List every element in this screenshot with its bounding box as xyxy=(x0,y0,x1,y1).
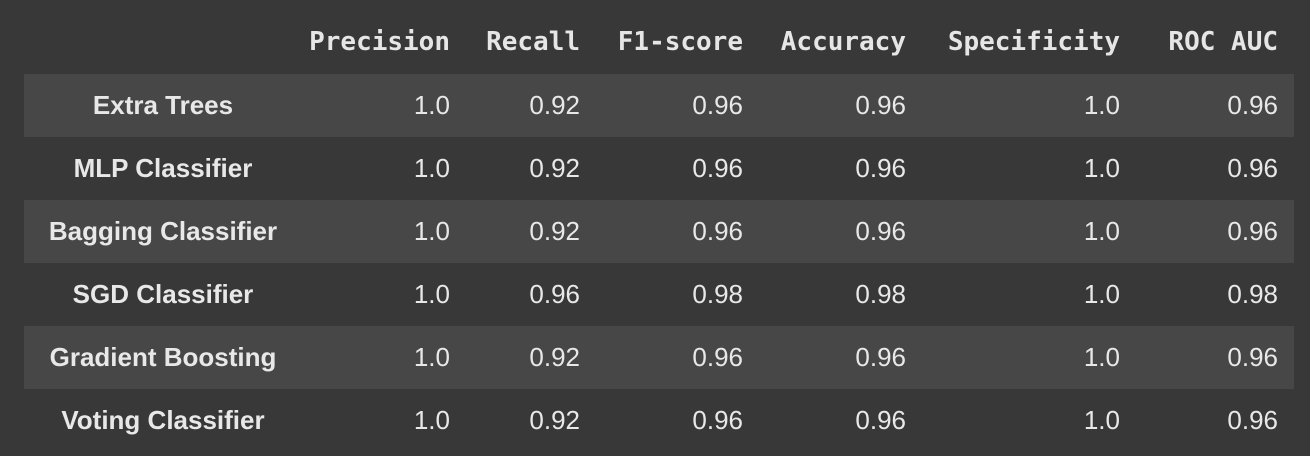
cell-roc-auc: 0.96 xyxy=(1227,153,1278,183)
corner-cell xyxy=(24,10,302,74)
row-label: Voting Classifier xyxy=(61,405,265,435)
cell-recall: 0.92 xyxy=(529,153,580,183)
row-label: Gradient Boosting xyxy=(49,342,277,372)
column-header-precision: Precision xyxy=(309,27,450,57)
cell-accuracy: 0.96 xyxy=(855,153,906,183)
cell-specificity: 1.0 xyxy=(1083,153,1120,183)
row-label: Extra Trees xyxy=(92,90,234,120)
column-header-accuracy: Accuracy xyxy=(780,27,906,57)
cell-roc-auc: 0.98 xyxy=(1227,279,1278,309)
column-header-f1-score: F1-score xyxy=(617,27,743,57)
cell-f1-score: 0.96 xyxy=(692,90,743,120)
cell-accuracy: 0.96 xyxy=(855,216,906,246)
table-row: SGD Classifier 1.0 0.96 0.98 0.98 1.0 0.… xyxy=(24,263,1294,326)
row-label: SGD Classifier xyxy=(72,279,254,309)
cell-precision: 1.0 xyxy=(413,90,450,120)
cell-accuracy: 0.96 xyxy=(855,342,906,372)
cell-specificity: 1.0 xyxy=(1083,279,1120,309)
cell-specificity: 1.0 xyxy=(1083,342,1120,372)
metrics-table: Precision Recall F1-score Accuracy Speci… xyxy=(24,10,1294,452)
cell-roc-auc: 0.96 xyxy=(1227,216,1278,246)
row-label: Bagging Classifier xyxy=(48,216,278,246)
cell-precision: 1.0 xyxy=(413,405,450,435)
cell-roc-auc: 0.96 xyxy=(1227,342,1278,372)
table-body: Extra Trees 1.0 0.92 0.96 0.96 1.0 0.96 … xyxy=(24,74,1294,452)
cell-f1-score: 0.96 xyxy=(692,342,743,372)
cell-specificity: 1.0 xyxy=(1083,90,1120,120)
row-label: MLP Classifier xyxy=(73,153,253,183)
table-row: Extra Trees 1.0 0.92 0.96 0.96 1.0 0.96 xyxy=(24,74,1294,137)
cell-precision: 1.0 xyxy=(413,216,450,246)
header-row: Precision Recall F1-score Accuracy Speci… xyxy=(24,10,1294,74)
cell-accuracy: 0.96 xyxy=(855,405,906,435)
cell-precision: 1.0 xyxy=(413,342,450,372)
cell-specificity: 1.0 xyxy=(1083,405,1120,435)
cell-recall: 0.96 xyxy=(529,279,580,309)
cell-precision: 1.0 xyxy=(413,153,450,183)
table-row: Gradient Boosting 1.0 0.92 0.96 0.96 1.0… xyxy=(24,326,1294,389)
cell-recall: 0.92 xyxy=(529,216,580,246)
cell-precision: 1.0 xyxy=(413,279,450,309)
cell-specificity: 1.0 xyxy=(1083,216,1120,246)
table-row: MLP Classifier 1.0 0.92 0.96 0.96 1.0 0.… xyxy=(24,137,1294,200)
column-header-recall: Recall xyxy=(486,27,580,57)
column-header-roc-auc: ROC AUC xyxy=(1168,27,1278,57)
cell-accuracy: 0.96 xyxy=(855,90,906,120)
cell-accuracy: 0.98 xyxy=(855,279,906,309)
cell-roc-auc: 0.96 xyxy=(1227,405,1278,435)
cell-recall: 0.92 xyxy=(529,405,580,435)
cell-f1-score: 0.96 xyxy=(692,153,743,183)
column-header-specificity: Specificity xyxy=(947,27,1120,57)
cell-f1-score: 0.96 xyxy=(692,405,743,435)
table-header: Precision Recall F1-score Accuracy Speci… xyxy=(24,10,1294,74)
table-row: Bagging Classifier 1.0 0.92 0.96 0.96 1.… xyxy=(24,200,1294,263)
cell-f1-score: 0.96 xyxy=(692,216,743,246)
cell-recall: 0.92 xyxy=(529,90,580,120)
cell-roc-auc: 0.96 xyxy=(1227,90,1278,120)
cell-f1-score: 0.98 xyxy=(692,279,743,309)
cell-recall: 0.92 xyxy=(529,342,580,372)
table-row: Voting Classifier 1.0 0.92 0.96 0.96 1.0… xyxy=(24,389,1294,452)
